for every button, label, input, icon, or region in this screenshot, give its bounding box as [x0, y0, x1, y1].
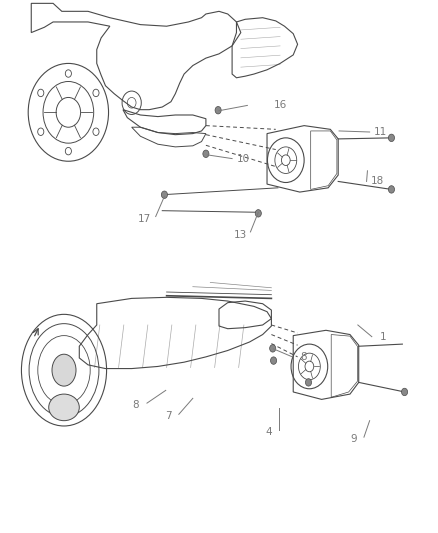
Text: 9: 9: [350, 434, 357, 445]
Text: 8: 8: [300, 352, 307, 362]
Circle shape: [271, 357, 277, 365]
Circle shape: [305, 378, 311, 386]
Text: 13: 13: [233, 230, 247, 240]
Text: 1: 1: [379, 332, 386, 342]
Text: 8: 8: [133, 400, 139, 410]
Text: 4: 4: [266, 427, 272, 438]
Text: 11: 11: [374, 127, 387, 137]
Circle shape: [161, 191, 167, 198]
Ellipse shape: [52, 354, 76, 386]
Circle shape: [255, 209, 261, 217]
Text: 16: 16: [273, 100, 287, 110]
Circle shape: [389, 134, 395, 142]
Text: 7: 7: [166, 411, 172, 422]
Text: 10: 10: [237, 154, 250, 164]
Circle shape: [402, 388, 408, 395]
Ellipse shape: [49, 394, 79, 421]
Circle shape: [389, 185, 395, 193]
Text: 17: 17: [138, 214, 152, 224]
Circle shape: [203, 150, 209, 158]
Circle shape: [215, 107, 221, 114]
Text: 18: 18: [371, 176, 384, 187]
Circle shape: [270, 345, 276, 352]
